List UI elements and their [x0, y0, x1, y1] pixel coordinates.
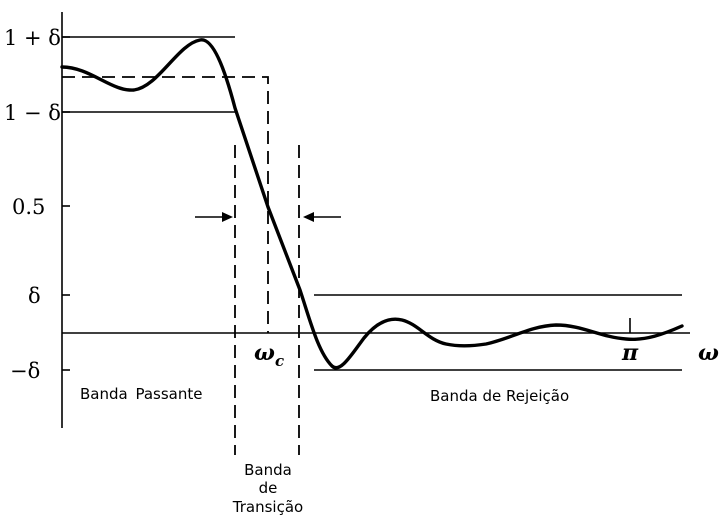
label-passband: Banda Passante: [80, 385, 202, 403]
filter-response-curve: [60, 38, 684, 370]
label-half: 0.5: [12, 195, 45, 219]
label-pi: π: [621, 340, 639, 366]
label-omega-c-symbol: ω: [254, 340, 275, 366]
label-omega-c: ωc: [254, 340, 284, 370]
left-arrow-icon: [195, 212, 233, 222]
label-transition-2: de: [259, 479, 278, 497]
label-one-plus-delta: 1 + δ: [4, 26, 61, 50]
label-minus-delta: −δ: [10, 359, 40, 383]
label-omega: ω: [698, 340, 719, 366]
right-arrow-icon: [303, 212, 341, 222]
label-stopband: Banda de Rejeição: [430, 387, 569, 405]
label-one-minus-delta: 1 − δ: [4, 101, 61, 125]
label-delta: δ: [28, 284, 41, 308]
label-transition-3: Transição: [232, 498, 303, 516]
label-transition-1: Banda: [244, 461, 292, 479]
label-omega-c-subscript: c: [275, 352, 284, 370]
ideal-filter-response: [62, 76, 269, 333]
